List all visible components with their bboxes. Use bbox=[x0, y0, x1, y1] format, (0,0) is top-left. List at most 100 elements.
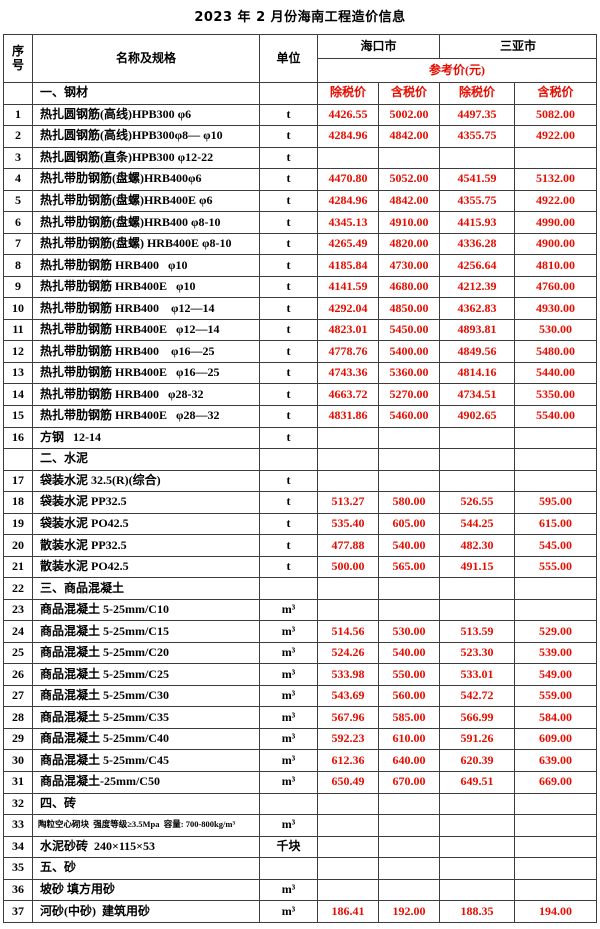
cell-price-sanya-extax: 542.72 bbox=[439, 684, 515, 708]
cell-unit: t bbox=[258, 211, 318, 234]
cell-serial-number: 31 bbox=[2, 771, 33, 794]
cell-serial-number: 6 bbox=[2, 211, 33, 234]
cell-serial-number: 18 bbox=[2, 491, 33, 514]
cell-item-name: 水泥砂砖 240×115×53 bbox=[31, 835, 260, 859]
cell-serial-number: 12 bbox=[2, 340, 33, 363]
cell-unit: m³ bbox=[258, 771, 318, 794]
cell-serial-number: 16 bbox=[2, 426, 33, 450]
cell-price-haikou-inctax bbox=[377, 878, 441, 902]
cell-price-sanya-extax: 523.30 bbox=[439, 641, 515, 665]
cell-price-haikou-inctax: 565.00 bbox=[377, 555, 441, 579]
cell-price-haikou-inctax: 540.00 bbox=[377, 641, 441, 665]
cell-price-haikou-extax: 4778.76 bbox=[316, 340, 379, 363]
cell-price-haikou-inctax bbox=[377, 426, 441, 450]
cell-price-sanya-extax: 4541.59 bbox=[439, 168, 515, 191]
cell-item-name: 一、钢材 bbox=[31, 82, 260, 105]
cell-price-sanya-extax: 591.26 bbox=[439, 727, 515, 751]
cell-price-haikou-inctax: 670.00 bbox=[377, 771, 441, 794]
table-header: 序号 名称及规格 单位 海口市 三亚市 参考价(元) bbox=[2, 34, 598, 83]
cell-item-name: 热扎带肋钢筋 HRB400E φ10 bbox=[31, 275, 260, 299]
cell-unit bbox=[258, 448, 318, 471]
table-row: 二、水泥 bbox=[2, 448, 598, 471]
cell-price-sanya-inctax: 539.00 bbox=[513, 641, 598, 665]
cell-price-haikou-extax: 533.98 bbox=[316, 663, 379, 686]
cell-price-sanya-extax bbox=[439, 814, 515, 837]
table-row: 33 陶粒空心砌块 强度等级≥3.5Mpa 容量: 700-800kg/m³ m… bbox=[2, 814, 598, 837]
table-row: 4 热扎带肋钢筋(盘螺)HRB400φ6 t 4470.80 5052.00 4… bbox=[2, 168, 598, 191]
cell-price-haikou-inctax bbox=[377, 577, 441, 600]
cell-price-haikou-inctax: 585.00 bbox=[377, 706, 441, 729]
col-header-city-sanya: 三亚市 bbox=[438, 34, 598, 59]
cell-price-sanya-inctax: 5082.00 bbox=[513, 103, 598, 127]
cell-price-haikou-inctax bbox=[377, 835, 441, 859]
cell-price-haikou-inctax: 550.00 bbox=[377, 663, 441, 686]
cell-unit bbox=[258, 577, 318, 600]
cell-price-haikou-extax bbox=[316, 857, 379, 880]
table-body: 一、钢材 除税价 含税价 除税价 含税价 1 热扎圆钢筋(高线)HPB300 φ… bbox=[2, 82, 598, 923]
cell-unit: t bbox=[258, 555, 318, 579]
cell-price-sanya-inctax: 530.00 bbox=[513, 318, 598, 342]
cell-price-haikou-inctax: 5360.00 bbox=[377, 361, 441, 385]
table-row: 19 袋装水泥 PO42.5 t 535.40 605.00 544.25 61… bbox=[2, 512, 598, 536]
cell-price-haikou-inctax: 4910.00 bbox=[377, 211, 441, 234]
cell-price-haikou-inctax: 含税价 bbox=[377, 82, 441, 105]
cell-unit: t bbox=[258, 146, 318, 170]
cell-unit bbox=[258, 792, 318, 816]
cell-price-haikou-extax bbox=[316, 878, 379, 902]
cell-price-haikou-extax: 4345.13 bbox=[316, 211, 379, 234]
cell-price-sanya-inctax bbox=[513, 426, 598, 450]
cell-unit: t bbox=[258, 491, 318, 514]
cell-price-sanya-inctax: 669.00 bbox=[513, 771, 598, 794]
cell-item-name: 袋装水泥 32.5(R)(综合) bbox=[31, 469, 260, 493]
cell-price-haikou-extax bbox=[316, 814, 379, 837]
cell-unit: t bbox=[258, 534, 318, 557]
cell-item-name: 热扎带肋钢筋 HRB400 φ16—25 bbox=[31, 340, 260, 363]
cell-price-haikou-inctax: 5052.00 bbox=[377, 168, 441, 191]
cell-serial-number: 20 bbox=[2, 534, 33, 557]
cell-serial-number: 26 bbox=[2, 663, 33, 686]
cell-unit: t bbox=[258, 383, 318, 406]
cell-serial-number: 29 bbox=[2, 727, 33, 751]
table-row: 10 热扎带肋钢筋 HRB400 φ12—14 t 4292.04 4850.0… bbox=[2, 297, 598, 320]
cell-price-haikou-extax: 592.23 bbox=[316, 727, 379, 751]
cell-price-haikou-extax: 4663.72 bbox=[316, 383, 379, 406]
cell-serial-number: 15 bbox=[2, 404, 33, 428]
cell-item-name: 坡砂 填方用砂 bbox=[31, 878, 260, 902]
cell-serial-number: 35 bbox=[2, 857, 33, 880]
table-row: 11 热扎带肋钢筋 HRB400E φ12—14 t 4823.01 5450.… bbox=[2, 318, 598, 342]
table-row: 29 商品混凝土 5-25mm/C40 m³ 592.23 610.00 591… bbox=[2, 727, 598, 751]
cell-unit: m³ bbox=[258, 641, 318, 665]
cell-price-sanya-extax: 4902.65 bbox=[439, 404, 515, 428]
header-row-refprice: 参考价(元) bbox=[3, 58, 598, 83]
cell-unit: t bbox=[258, 340, 318, 363]
cell-price-haikou-extax: 4265.49 bbox=[316, 232, 379, 256]
table-row: 22 三、商品混凝土 bbox=[2, 577, 598, 600]
cell-price-sanya-inctax bbox=[513, 792, 598, 816]
cell-item-name: 热扎带肋钢筋 HRB400E φ12—14 bbox=[31, 318, 260, 342]
cell-price-sanya-extax: 4734.51 bbox=[439, 383, 515, 406]
cell-price-haikou-inctax bbox=[377, 469, 441, 493]
cell-unit: t bbox=[258, 297, 318, 320]
cell-price-haikou-inctax bbox=[377, 857, 441, 880]
cell-price-haikou-extax: 524.26 bbox=[316, 641, 379, 665]
cell-price-sanya-inctax: 5480.00 bbox=[513, 340, 598, 363]
cell-unit bbox=[258, 82, 318, 105]
cell-price-haikou-extax: 514.56 bbox=[316, 620, 379, 643]
cell-price-sanya-extax: 4849.56 bbox=[439, 340, 515, 363]
cell-item-name: 商品混凝土 5-25mm/C45 bbox=[31, 749, 260, 772]
cell-price-sanya-extax: 544.25 bbox=[439, 512, 515, 536]
cell-price-sanya-inctax bbox=[513, 598, 598, 622]
cell-item-name: 热扎带肋钢筋 HRB400 φ28-32 bbox=[31, 383, 260, 406]
table-row: 2 热扎圆钢筋(高线)HPB300φ8— φ10 t 4284.96 4842.… bbox=[2, 125, 598, 148]
cell-price-haikou-extax bbox=[316, 792, 379, 816]
cell-price-sanya-extax: 4497.35 bbox=[439, 103, 515, 127]
cell-item-name: 热扎带肋钢筋 HRB400E φ28—32 bbox=[31, 404, 260, 428]
cell-price-haikou-extax bbox=[316, 448, 379, 471]
cell-price-haikou-extax bbox=[316, 598, 379, 622]
cell-unit: m³ bbox=[258, 749, 318, 772]
cell-price-sanya-extax bbox=[439, 878, 515, 902]
cell-price-sanya-inctax: 555.00 bbox=[513, 555, 598, 579]
header-row-cities: 序号 名称及规格 单位 海口市 三亚市 bbox=[2, 34, 598, 83]
cell-price-sanya-extax: 4355.75 bbox=[439, 189, 515, 213]
cell-price-sanya-extax: 513.59 bbox=[439, 620, 515, 643]
